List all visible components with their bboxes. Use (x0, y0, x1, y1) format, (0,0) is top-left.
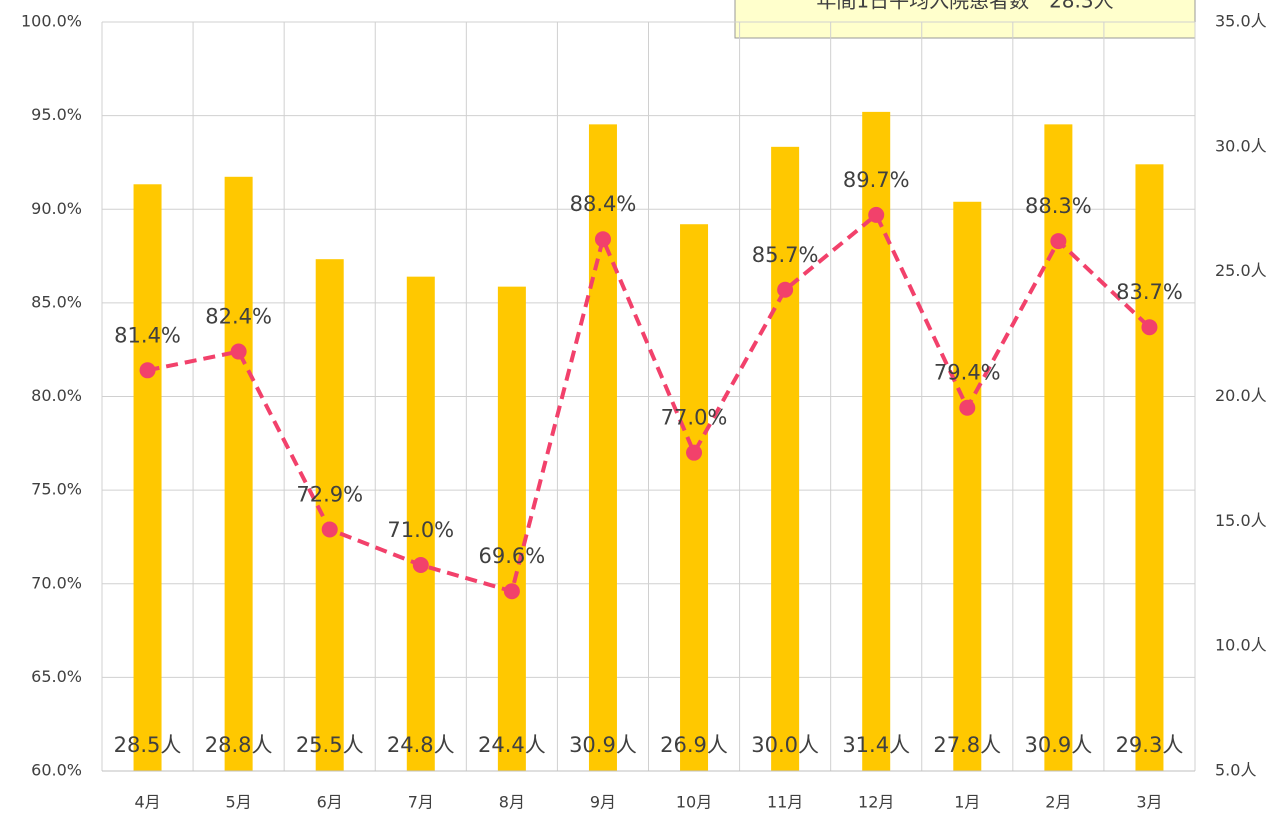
x-tick-label: 2月 (1045, 793, 1071, 812)
bar-value-label: 30.9人 (1024, 733, 1092, 757)
bar-value-label: 24.8人 (387, 733, 455, 757)
y2-tick-label: 15.0人 (1215, 511, 1267, 530)
x-tick-label: 12月 (858, 793, 894, 812)
bar (406, 276, 435, 771)
bar (680, 224, 709, 772)
marker (321, 521, 338, 538)
bar (588, 124, 617, 771)
x-tick-label: 7月 (408, 793, 434, 812)
bar (1044, 124, 1073, 771)
y2-tick-label: 10.0人 (1215, 636, 1267, 655)
bar (224, 176, 253, 771)
annotation: 年間1日平均入院患者数 28.3人 (816, 0, 1113, 13)
bar (315, 259, 344, 771)
x-tick-label: 10月 (676, 793, 712, 812)
marker (868, 206, 885, 223)
bar-value-label: 28.8人 (205, 733, 273, 757)
line-value-label: 88.4% (570, 192, 637, 216)
marker (594, 231, 611, 248)
y-tick-label: 90.0% (31, 199, 82, 218)
x-tick-label: 6月 (317, 793, 343, 812)
line-value-label: 69.6% (479, 544, 546, 568)
x-tick-label: 11月 (767, 793, 803, 812)
x-tick-label: 9月 (590, 793, 616, 812)
marker (686, 444, 703, 461)
line-value-label: 88.3% (1025, 194, 1092, 218)
bar-value-label: 27.8人 (933, 733, 1001, 757)
line-value-label: 71.0% (387, 518, 454, 542)
y2-tick-label: 35.0人 (1215, 12, 1267, 31)
annotation-box (734, 0, 1196, 39)
x-tick-label: 8月 (499, 793, 525, 812)
y-tick-label: 100.0% (21, 12, 82, 31)
marker (1141, 319, 1158, 336)
y2-tick-label: 25.0人 (1215, 261, 1267, 280)
line-value-label: 89.7% (843, 168, 910, 192)
x-tick-label: 1月 (954, 793, 980, 812)
bar-value-label: 24.4人 (478, 733, 546, 757)
y-tick-label: 85.0% (31, 292, 82, 311)
y-tick-label: 75.0% (31, 480, 82, 499)
y-tick-label: 60.0% (31, 761, 82, 780)
marker (1050, 233, 1067, 250)
y-tick-label: 95.0% (31, 105, 82, 124)
y2-tick-label: 30.0人 (1215, 136, 1267, 155)
bar (497, 286, 526, 771)
y2-tick-label: 5.0人 (1215, 761, 1256, 780)
line-value-label: 83.7% (1116, 280, 1183, 304)
bar (953, 201, 982, 771)
marker (139, 362, 156, 379)
line-value-label: 82.4% (205, 305, 272, 329)
y-tick-label: 70.0% (31, 573, 82, 592)
bar (133, 184, 162, 772)
line-value-label: 85.7% (752, 243, 819, 267)
marker (230, 343, 247, 360)
line-value-label: 77.0% (661, 406, 728, 430)
bar (1135, 164, 1164, 771)
bar-value-label: 30.0人 (751, 733, 819, 757)
line-value-label: 81.4% (114, 323, 181, 347)
marker (777, 281, 794, 298)
y2-tick-label: 20.0人 (1215, 386, 1267, 405)
bar-value-label: 28.5人 (114, 733, 182, 757)
x-tick-label: 5月 (226, 793, 252, 812)
bar-value-label: 26.9人 (660, 733, 728, 757)
x-tick-label: 4月 (134, 793, 160, 812)
line-value-label: 79.4% (934, 361, 1001, 385)
bar-value-label: 31.4人 (842, 733, 910, 757)
marker (959, 399, 976, 416)
bar-value-label: 30.9人 (569, 733, 637, 757)
x-tick-label: 3月 (1136, 793, 1162, 812)
y-tick-label: 65.0% (31, 667, 82, 686)
bar (771, 146, 800, 772)
line-value-label: 72.9% (296, 482, 363, 506)
marker (412, 557, 429, 574)
y-tick-label: 80.0% (31, 386, 82, 405)
marker (503, 583, 520, 600)
bar-value-label: 25.5人 (296, 733, 364, 757)
bar-value-label: 29.3人 (1116, 733, 1184, 757)
